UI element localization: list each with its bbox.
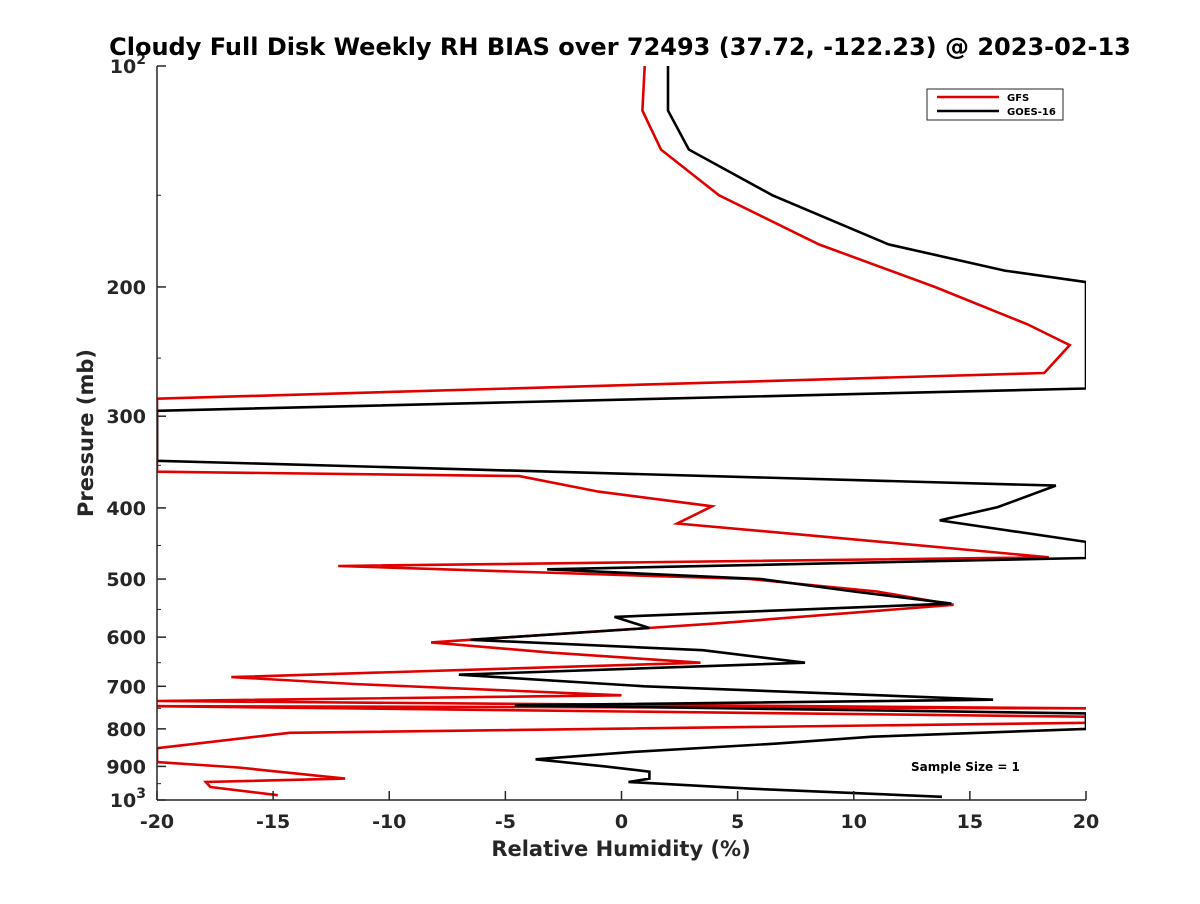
legend-label-gfs: GFS [1007,93,1029,104]
y-tick-label: 200 [106,277,146,299]
legend-label-goes16: GOES-16 [1007,107,1056,118]
legend: GFS GOES-16 [926,88,1064,121]
y-tick-label: 102 [110,52,146,78]
x-tick-label: 20 [1073,811,1099,833]
y-tick-label: 103 [110,786,146,812]
y-tick-label: 500 [106,569,146,591]
x-tick-label: -5 [495,811,516,833]
x-axis-label: Relative Humidity (%) [491,837,750,861]
ticks-layer: -20 -15 -10 -5 0 5 10 15 20 102 200 300 400 500 600 700… [106,52,1099,833]
sample-size-annotation: Sample Size = 1 [911,760,1020,774]
x-tick-label: -10 [372,811,406,833]
x-tick-label: -20 [140,811,174,833]
series-line-goes16 [157,66,1086,799]
x-tick-label: 10 [841,811,867,833]
chart-title: Cloudy Full Disk Weekly RH BIAS over 724… [109,33,1131,61]
plot-area [157,66,1086,800]
y-tick-label: 600 [106,627,146,649]
legend-box [926,88,1064,121]
x-tick-label: 0 [615,811,628,833]
y-tick-label: 700 [106,676,146,698]
y-tick-label: 900 [106,756,146,778]
y-tick-label: 800 [106,719,146,741]
series-line-gfs [157,66,1086,797]
x-tick-label: 15 [957,811,983,833]
x-tick-label: 5 [731,811,744,833]
x-tick-label: -15 [256,811,290,833]
series-layer [157,66,1086,799]
y-tick-label: 400 [106,498,146,520]
y-tick-label: 300 [106,406,146,428]
y-axis-label: Pressure (mb) [74,349,98,517]
